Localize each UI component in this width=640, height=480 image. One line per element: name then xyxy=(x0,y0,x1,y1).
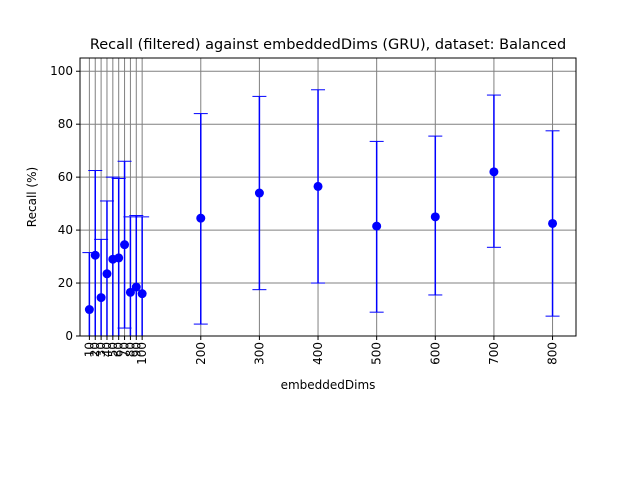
x-tick-label: 10 xyxy=(82,342,96,357)
chart-title: Recall (filtered) against embeddedDims (… xyxy=(90,37,566,53)
x-tick-label: 600 xyxy=(428,342,442,365)
data-point xyxy=(120,240,130,250)
y-tick-label: 80 xyxy=(58,117,73,131)
data-point xyxy=(372,221,382,231)
error-bars xyxy=(82,89,560,337)
x-tick-label: 700 xyxy=(487,342,501,365)
data-point xyxy=(131,282,141,292)
x-tick-label: 80 xyxy=(123,342,137,357)
data-point xyxy=(102,269,112,279)
data-point xyxy=(430,212,440,222)
x-tick-label: 20 xyxy=(88,342,102,357)
y-tick-label: 60 xyxy=(58,170,73,184)
x-tick-label: 90 xyxy=(129,342,143,357)
x-tick-label: 400 xyxy=(311,342,325,365)
y-axis-label: Recall (%) xyxy=(25,167,39,227)
y-tick-label: 0 xyxy=(65,329,73,343)
x-tick-label: 800 xyxy=(546,342,560,365)
y-tick-label: 100 xyxy=(50,64,73,78)
data-point xyxy=(84,305,94,315)
data-point xyxy=(90,250,100,260)
x-tick-label: 30 xyxy=(94,342,108,357)
y-tick-label: 40 xyxy=(58,223,73,237)
data-point xyxy=(313,181,323,191)
x-tick-label: 100 xyxy=(135,342,149,365)
data-point xyxy=(114,253,124,263)
data-points xyxy=(84,167,558,315)
x-tick-label: 40 xyxy=(100,342,114,357)
x-tick-label: 300 xyxy=(252,342,266,365)
x-tick-label: 60 xyxy=(112,342,126,357)
data-point xyxy=(196,213,206,223)
y-tick-label: 20 xyxy=(58,276,73,290)
data-point xyxy=(254,188,264,198)
y-axis: 0 20 40 60 80 100 xyxy=(50,64,80,343)
x-tick-label: 500 xyxy=(370,342,384,365)
data-point xyxy=(548,218,558,228)
x-tick-label: 70 xyxy=(118,342,132,357)
x-tick-label: 50 xyxy=(106,342,120,357)
data-point xyxy=(137,289,147,299)
data-point xyxy=(96,293,106,303)
grid xyxy=(80,58,576,337)
x-axis-label: embeddedDims xyxy=(281,378,376,392)
plot-frame xyxy=(79,57,577,337)
data-point xyxy=(489,167,499,177)
x-tick-label: 200 xyxy=(194,342,208,365)
data-point xyxy=(125,287,135,297)
